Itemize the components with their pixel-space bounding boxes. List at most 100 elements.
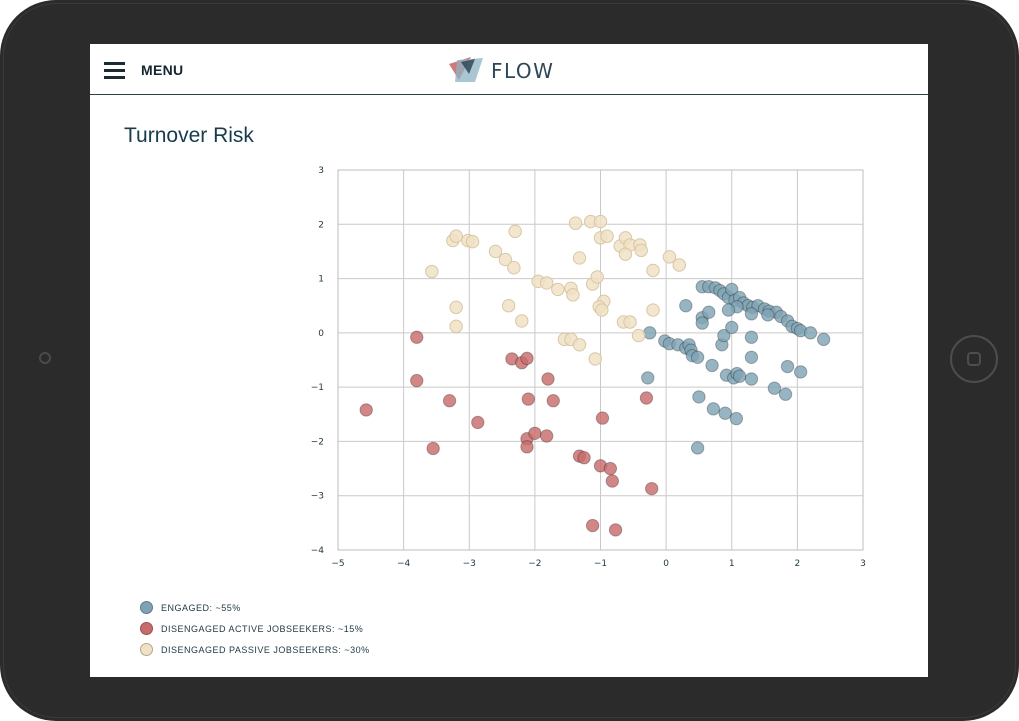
scatter-point-series-0 [721, 303, 736, 317]
scatter-point-series-1 [605, 474, 620, 488]
home-square-icon [967, 352, 981, 366]
scatter-point-series-2 [449, 229, 463, 243]
scatter-point-series-1 [595, 411, 610, 425]
scatter-point-series-2 [662, 250, 677, 264]
y-tick-label: 0 [318, 329, 324, 339]
scatter-point-series-0 [767, 381, 782, 395]
scatter-point-series-0 [643, 326, 657, 340]
scatter-point-series-1 [528, 426, 542, 440]
scatter-point-series-0 [702, 305, 716, 319]
scatter-point-series-1 [585, 518, 600, 533]
scatter-point-series-1 [639, 391, 654, 405]
scatter-point-series-2 [572, 338, 587, 352]
x-tick-label: −3 [463, 559, 476, 569]
scatter-point-series-0 [641, 371, 655, 385]
scatter-point-series-2 [566, 288, 580, 302]
brand-name: FLOW [491, 59, 555, 83]
legend-label: DISENGAGED ACTIVE JOBSEEKERS: ~15% [161, 623, 364, 634]
scatter-point-series-0 [690, 441, 705, 455]
legend-swatch [140, 622, 153, 635]
scatter-point-series-1 [546, 394, 560, 408]
scatter-point-series-0 [732, 369, 747, 383]
scatter-point-series-0 [692, 390, 706, 404]
scatter-point-series-2 [600, 229, 614, 243]
scatter-point-series-2 [449, 300, 463, 315]
scatter-point-series-2 [568, 216, 583, 230]
legend-item-active-jobseekers: DISENGAGED ACTIVE JOBSEEKERS: ~15% [140, 618, 370, 639]
top-bar: MENU FLOW [90, 44, 928, 95]
scatter-point-series-2 [590, 270, 604, 284]
scatter-point-series-1 [539, 429, 554, 443]
scatter-point-series-0 [803, 326, 818, 340]
scatter-point-series-1 [520, 440, 534, 454]
scatter-point-series-1 [471, 415, 485, 430]
legend-swatch [140, 643, 153, 656]
scatter-point-series-1 [520, 351, 534, 366]
scatter-point-series-2 [623, 315, 637, 329]
scatter-point-series-1 [644, 481, 659, 496]
scatter-point-series-0 [705, 358, 719, 373]
camera-icon [39, 352, 51, 364]
scatter-point-series-2 [646, 303, 660, 317]
scatter-point-series-0 [744, 350, 759, 364]
x-tick-label: −4 [397, 559, 411, 569]
x-tick-label: −5 [331, 559, 344, 569]
scatter-point-series-2 [425, 264, 439, 279]
y-tick-label: −4 [311, 546, 325, 556]
scatter-point-series-2 [507, 261, 521, 275]
y-tick-label: 3 [318, 166, 324, 176]
scatter-point-series-1 [521, 392, 536, 406]
scatter-point-series-0 [695, 316, 709, 330]
turnover-risk-scatter-chart: −5 −4 −3 −2 −1 0 1 2 3 −4 −3 −2 −1 0 1 2 3 [311, 166, 866, 569]
scatter-point-series-2 [572, 251, 587, 265]
x-tick-label: 3 [860, 559, 866, 569]
page-title: Turnover Risk [124, 124, 254, 147]
scatter-point-series-1 [426, 441, 440, 456]
y-tick-label: −2 [311, 437, 324, 447]
x-tick-label: 0 [663, 559, 669, 569]
y-tick-label: 2 [318, 220, 324, 230]
scatter-point-series-0 [744, 330, 759, 344]
scatter-point-series-0 [793, 365, 808, 379]
y-tick-label: −3 [311, 492, 324, 502]
scatter-point-series-1 [359, 403, 373, 417]
flow-logo[interactable]: FLOW [445, 54, 557, 88]
scatter-point-series-2 [588, 352, 602, 366]
scatter-point-series-0 [706, 402, 721, 416]
menu-button[interactable]: MENU [104, 61, 183, 79]
plot-area-border [337, 169, 864, 551]
x-tick-label: 1 [729, 559, 735, 569]
scatter-point-series-1 [608, 523, 623, 537]
y-tick-label: 1 [318, 275, 324, 285]
legend-item-engaged: ENGAGED: ~55% [140, 597, 370, 618]
scatter-point-series-0 [729, 411, 744, 426]
chart-legend: ENGAGED: ~55% DISENGAGED ACTIVE JOBSEEKE… [140, 597, 370, 660]
scatter-point-series-0 [744, 372, 759, 386]
scatter-point-series-0 [690, 350, 705, 364]
scatter-point-series-1 [577, 451, 591, 465]
hamburger-icon [104, 61, 125, 79]
scatter-point-series-0 [679, 299, 693, 313]
legend-label: ENGAGED: ~55% [161, 602, 241, 613]
scatter-point-series-2 [488, 244, 503, 259]
scatter-point-series-0 [780, 359, 795, 374]
scatter-point-series-2 [672, 258, 686, 272]
home-button[interactable] [950, 335, 998, 383]
scatter-point-series-2 [515, 314, 529, 328]
x-tick-label: −1 [594, 559, 607, 569]
scatter-point-series-0 [718, 406, 732, 420]
flow-logo-icon [449, 57, 483, 82]
scatter-point-series-0 [761, 308, 775, 322]
scatter-point-series-1 [410, 330, 424, 344]
scatter-point-series-2 [631, 328, 646, 343]
scatter-point-series-0 [816, 332, 831, 347]
scatter-point-series-2 [465, 234, 480, 249]
y-tick-label: −1 [311, 383, 324, 393]
scatter-point-series-2 [593, 214, 608, 229]
scatter-point-series-2 [646, 263, 660, 278]
x-tick-label: −2 [528, 559, 541, 569]
scatter-point-series-0 [744, 307, 759, 321]
scatter-point-series-2 [498, 252, 513, 267]
scatter-point-series-2 [508, 224, 522, 239]
